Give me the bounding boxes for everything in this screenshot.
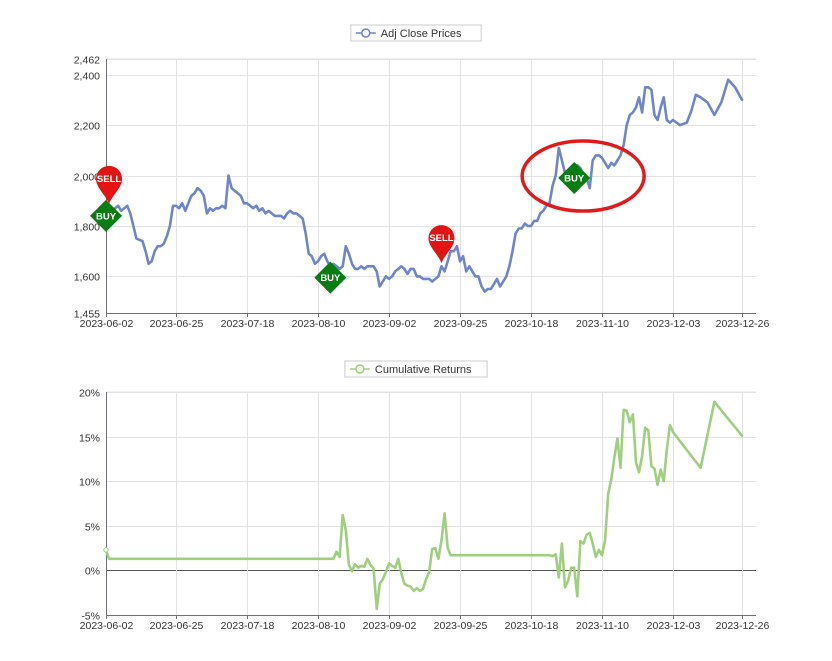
y-tick-label: 1,800 bbox=[74, 222, 100, 234]
x-tick-label: 2023-06-02 bbox=[80, 620, 134, 632]
legend-box bbox=[350, 24, 482, 42]
y-tick-label: 2,200 bbox=[74, 121, 100, 133]
x-tick-label: 2023-07-18 bbox=[221, 318, 275, 330]
x-tick-label: 2023-10-18 bbox=[505, 318, 559, 330]
legend-label: Cumulative Returns bbox=[375, 364, 472, 376]
legend-circle-swatch bbox=[355, 364, 365, 374]
x-tick-label: 2023-06-25 bbox=[150, 318, 204, 330]
x-tick-label: 2023-11-10 bbox=[576, 620, 629, 632]
x-tick-label: 2023-10-18 bbox=[505, 620, 559, 632]
buy-signal-marker: BUY bbox=[558, 162, 591, 195]
buy-signal-marker: BUY bbox=[314, 261, 347, 294]
x-tick-label: 2023-08-10 bbox=[292, 318, 346, 330]
legend-circle-swatch bbox=[361, 28, 371, 38]
sell-label: SELL bbox=[429, 233, 453, 244]
y-tick-label: 5% bbox=[85, 522, 100, 534]
sell-pin bbox=[96, 165, 123, 204]
sell-pin bbox=[428, 225, 455, 264]
series-line-2 bbox=[104, 400, 744, 611]
sell-signal-marker: SELL bbox=[428, 225, 455, 264]
x-tick-label: 2023-12-26 bbox=[716, 318, 770, 330]
sell-label: SELL bbox=[97, 174, 121, 185]
x-tick-label: 2023-06-02 bbox=[80, 318, 134, 330]
x-tick-label: 2023-09-25 bbox=[434, 318, 488, 330]
buy-label: BUY bbox=[564, 174, 585, 185]
legend-1: Adj Close Prices bbox=[350, 24, 482, 42]
x-tick-label: 2023-09-02 bbox=[363, 620, 417, 632]
x-tick-label: 2023-09-25 bbox=[434, 620, 488, 632]
x-tick-label: 2023-11-10 bbox=[576, 318, 629, 330]
buy-diamond bbox=[558, 162, 591, 195]
y-tick-label: 1,600 bbox=[74, 272, 100, 284]
x-tick-label: 2023-12-03 bbox=[647, 620, 701, 632]
x-tick-label: 2023-08-10 bbox=[292, 620, 346, 632]
buy-diamond bbox=[314, 261, 347, 294]
y-tick-label: 0% bbox=[85, 566, 100, 578]
series-line-1 bbox=[104, 78, 744, 293]
y-tick-label: -5% bbox=[81, 611, 100, 623]
x-tick-label: 2023-12-26 bbox=[716, 620, 770, 632]
y-tick-label: 1,455 bbox=[74, 309, 100, 321]
legend-label: Adj Close Prices bbox=[381, 28, 462, 40]
y-tick-label: 15% bbox=[79, 433, 100, 445]
y-tick-label: 2,000 bbox=[74, 172, 100, 184]
y-tick-label: 10% bbox=[79, 477, 100, 489]
y-tick-label: 2,462 bbox=[74, 55, 100, 67]
x-tick-label: 2023-09-02 bbox=[363, 318, 417, 330]
series-start-point bbox=[103, 547, 109, 553]
x-tick-label: 2023-06-25 bbox=[150, 620, 204, 632]
legend-box bbox=[344, 360, 488, 378]
chart-panel-1: 1,455 1,600 1,800 2,000 2,200 2,400 2,462 2023-… bbox=[74, 24, 770, 330]
buy-signal-marker: BUY bbox=[90, 199, 122, 232]
highlight-ellipse bbox=[520, 139, 646, 213]
legend-2: Cumulative Returns bbox=[344, 360, 488, 378]
y-tick-label: 20% bbox=[79, 388, 100, 400]
x-tick-label: 2023-12-03 bbox=[647, 318, 701, 330]
chart-panel-2: -5% 0% 5% 10% 15% 20% 2023-06-02 2023-06-25 2023… bbox=[79, 360, 770, 632]
y-tick-label: 2,400 bbox=[74, 71, 100, 83]
buy-label: BUY bbox=[320, 273, 341, 284]
sell-signal-marker: SELL bbox=[96, 165, 123, 204]
buy-diamond bbox=[90, 199, 122, 232]
x-tick-label: 2023-07-18 bbox=[221, 620, 275, 632]
buy-label: BUY bbox=[96, 211, 117, 222]
